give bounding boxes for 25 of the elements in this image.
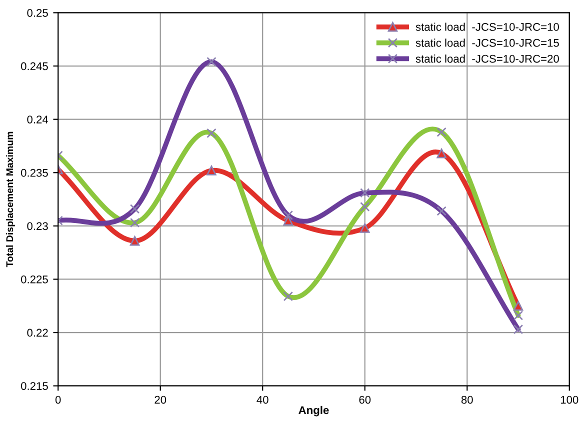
x-tick-label: 0 — [55, 396, 61, 404]
y-tick-label: 0.245 — [21, 62, 48, 70]
legend-label: static load -JCS=10-JRC=15 — [416, 38, 559, 47]
x-axis-title: Angle — [298, 406, 329, 416]
y-tick-label: 0.225 — [21, 276, 48, 284]
legend-label: static load -JCS=10-JRC=20 — [416, 54, 559, 63]
x-tick-label: 60 — [359, 396, 371, 404]
y-tick-label: 0.23 — [27, 222, 48, 230]
x-tick-label: 40 — [256, 396, 268, 404]
point — [283, 216, 294, 226]
y-tick-label: 0.215 — [21, 382, 48, 390]
x-tick-label: 20 — [154, 396, 166, 404]
point — [206, 166, 216, 176]
y-tick-label: 0.235 — [21, 168, 48, 177]
point — [513, 301, 524, 311]
y-tick-label: 0.24 — [27, 116, 48, 124]
point — [130, 236, 140, 246]
point — [360, 223, 370, 233]
legend-label: static load -JCS=10-JRC=10 — [416, 22, 559, 31]
point — [436, 148, 446, 158]
x-tick-label: 100 — [560, 396, 578, 404]
x-tick-label: 80 — [461, 396, 473, 404]
y-tick-label: 0.25 — [27, 8, 48, 17]
y-tick-label: 0.22 — [27, 328, 48, 337]
y-axis-title: Total Displacement Maximum — [6, 132, 16, 268]
